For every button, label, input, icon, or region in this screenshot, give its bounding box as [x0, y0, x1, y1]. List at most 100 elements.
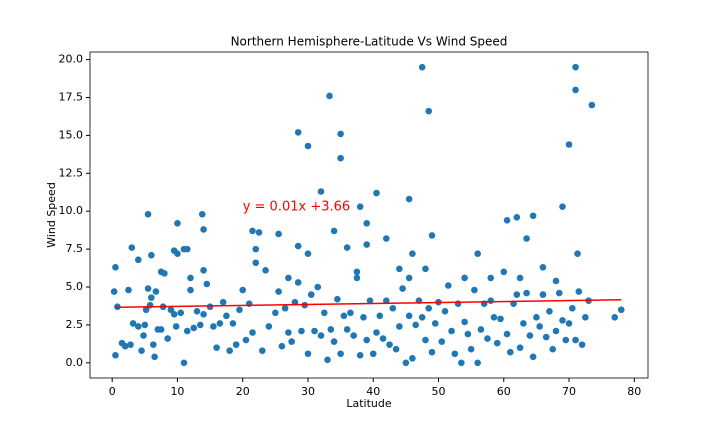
y-tick-label: 20.0 [59, 53, 84, 66]
data-point [337, 130, 344, 138]
data-point [438, 338, 446, 345]
data-point [281, 304, 289, 312]
data-point [513, 291, 521, 298]
data-point [334, 295, 341, 303]
regression-line [115, 299, 622, 309]
data-point [180, 359, 188, 367]
plot-frame [89, 51, 649, 379]
data-point [275, 288, 282, 295]
data-point [294, 279, 302, 286]
data-point [285, 274, 292, 282]
data-point [353, 274, 361, 282]
data-point [555, 289, 563, 297]
data-point [360, 314, 367, 321]
data-point [523, 289, 530, 297]
data-point [477, 326, 485, 333]
data-point [552, 277, 560, 285]
data-point [196, 321, 204, 329]
data-point [539, 264, 547, 271]
data-point [347, 309, 354, 317]
data-point [167, 306, 175, 314]
x-tick-label: 20 [236, 385, 250, 398]
data-point [409, 250, 416, 257]
data-point [422, 265, 429, 273]
data-point [487, 297, 495, 304]
data-point [574, 250, 581, 257]
data-point [373, 329, 380, 336]
data-point [386, 341, 393, 348]
data-point [187, 286, 194, 294]
data-point [226, 347, 233, 355]
data-point [405, 274, 413, 282]
data-point [150, 341, 157, 348]
data-point [239, 286, 247, 294]
data-point [572, 63, 579, 71]
data-point [565, 320, 573, 327]
data-point [183, 245, 191, 253]
y-tick-label: 0.0 [66, 356, 84, 369]
data-point [487, 274, 495, 282]
data-point [112, 351, 119, 359]
data-point [340, 312, 348, 320]
data-point [134, 323, 142, 330]
data-point [392, 345, 400, 353]
data-point [125, 286, 132, 294]
data-point [516, 344, 524, 351]
data-point [232, 341, 240, 348]
data-point [317, 188, 325, 195]
data-point [559, 203, 566, 210]
data-point [503, 330, 511, 338]
data-point [128, 244, 136, 251]
data-point [353, 268, 361, 276]
data-point [288, 338, 295, 345]
data-point [152, 288, 160, 295]
data-point [200, 226, 207, 233]
data-point [506, 348, 514, 356]
data-point [148, 294, 155, 301]
data-point [327, 326, 335, 333]
data-point [529, 212, 537, 220]
data-point [304, 250, 312, 257]
data-point [461, 318, 468, 326]
data-point [203, 280, 211, 288]
data-point [493, 339, 501, 347]
data-point [298, 327, 305, 335]
data-point [382, 297, 390, 304]
data-point [565, 141, 573, 148]
data-point [572, 86, 579, 94]
data-point [343, 326, 351, 333]
x-tick-label: 0 [109, 385, 116, 398]
annotation: y = 0.01x +3.66 [243, 200, 350, 215]
data-point [330, 227, 338, 235]
data-point [141, 321, 149, 329]
y-tick-label: 10.0 [59, 204, 84, 217]
data-point [490, 314, 498, 321]
data-point [448, 327, 455, 335]
data-point [183, 327, 191, 335]
chart-title: Northern Hemisphere-Latitude Vs Wind Spe… [231, 35, 508, 49]
data-point [484, 335, 491, 342]
y-tick-label: 15.0 [59, 128, 84, 141]
data-point [262, 267, 269, 274]
x-axis-label: Latitude [346, 397, 392, 410]
data-point [441, 307, 449, 315]
data-point [451, 350, 459, 358]
data-point [210, 323, 217, 330]
data-point [520, 320, 527, 327]
data-point [144, 285, 152, 292]
data-point [471, 286, 478, 294]
y-axis-label: Wind Speed [45, 182, 58, 248]
data-point [265, 323, 273, 330]
data-point [320, 309, 328, 317]
data-point [151, 353, 158, 361]
data-point [474, 250, 481, 257]
data-point [474, 359, 481, 367]
data-point [382, 235, 390, 242]
data-point [236, 306, 243, 314]
data-point [428, 348, 436, 356]
data-point [363, 336, 371, 344]
data-point [363, 220, 371, 227]
data-point [294, 242, 302, 250]
data-point [389, 304, 397, 312]
y-tick-label: 17.5 [59, 90, 84, 103]
